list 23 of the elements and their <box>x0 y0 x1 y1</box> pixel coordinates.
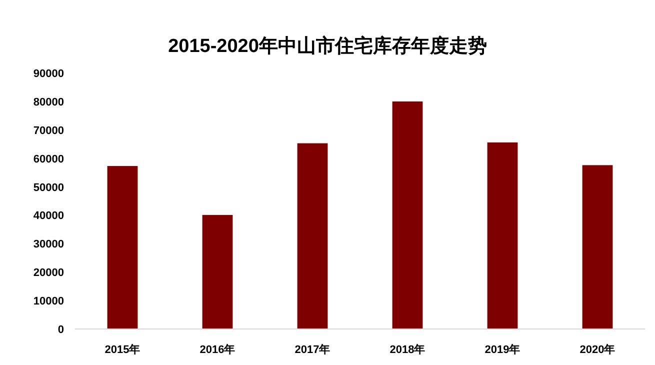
x-tick-label: 2018年 <box>390 343 426 356</box>
bar <box>297 143 328 329</box>
x-tick-label: 2020年 <box>580 343 616 356</box>
bar <box>107 166 138 329</box>
y-tick-label: 80000 <box>33 96 64 108</box>
y-tick-label: 0 <box>58 324 64 336</box>
bar <box>582 165 613 329</box>
y-tick-label: 60000 <box>33 153 64 166</box>
chart-title: 2015-2020年中山市住宅库存年度走势 <box>168 35 487 57</box>
y-tick-label: 40000 <box>33 210 64 222</box>
bar <box>202 214 233 329</box>
y-tick-label: 30000 <box>33 238 64 251</box>
x-tick-label: 2015年 <box>104 343 140 356</box>
y-tick-label: 10000 <box>33 296 64 308</box>
y-tick-label: 20000 <box>33 267 64 280</box>
bar <box>392 101 423 329</box>
y-tick-label: 90000 <box>33 68 64 80</box>
x-tick-label: 2016年 <box>200 343 236 356</box>
y-tick-label: 70000 <box>33 124 64 137</box>
x-tick-label: 2019年 <box>484 343 520 356</box>
bar <box>487 142 518 329</box>
y-tick-label: 50000 <box>33 182 64 194</box>
x-tick-label: 2017年 <box>294 343 330 356</box>
